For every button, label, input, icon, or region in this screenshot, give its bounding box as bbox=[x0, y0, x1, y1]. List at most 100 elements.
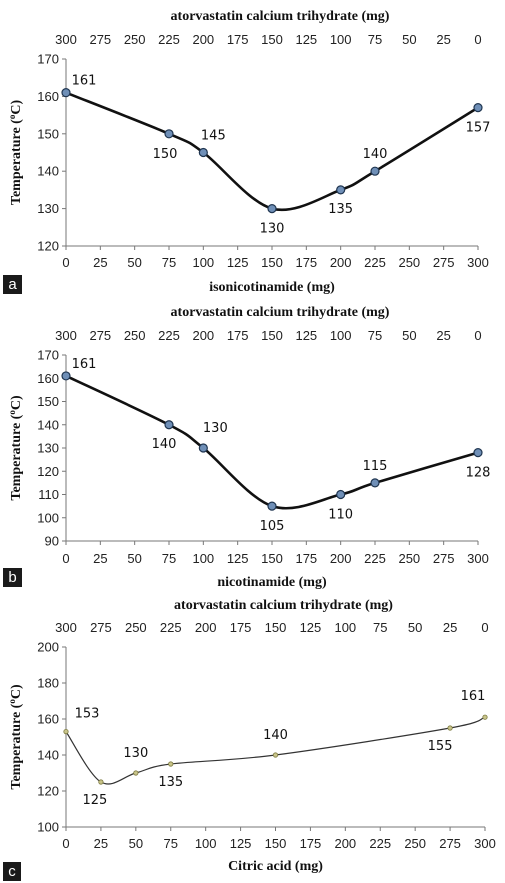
top-axis-tick-label: 250 bbox=[125, 620, 147, 635]
panel-badge-label: c bbox=[8, 863, 16, 880]
x-tick-label: 150 bbox=[261, 551, 283, 566]
x-tick-label: 250 bbox=[404, 836, 426, 851]
data-label: 150 bbox=[153, 147, 178, 162]
x-tick-label: 75 bbox=[164, 836, 178, 851]
x-axis-title: nicotinamide (mg) bbox=[217, 575, 327, 590]
y-axis-title: Temperature (oC) bbox=[7, 395, 24, 501]
x-tick-label: 300 bbox=[474, 836, 496, 851]
top-axis-tick-label: 25 bbox=[436, 32, 450, 47]
x-tick-label: 175 bbox=[295, 255, 317, 270]
x-tick-label: 275 bbox=[433, 255, 455, 270]
x-tick-label: 300 bbox=[467, 551, 489, 566]
y-tick-label: 160 bbox=[37, 371, 59, 386]
top-axis-tick-label: 225 bbox=[160, 620, 182, 635]
data-point bbox=[336, 185, 346, 195]
y-tick-label: 120 bbox=[37, 239, 59, 254]
chart-panel-a: 120 130 140 150 160 170 0 25 50 75 100 125 150 175 200… bbox=[0, 0, 505, 296]
top-axis-tick-label: 100 bbox=[330, 32, 352, 47]
top-axis-tick-label: 50 bbox=[402, 328, 416, 343]
data-label: 155 bbox=[428, 739, 453, 754]
data-label: 161 bbox=[461, 689, 486, 704]
top-axis-title: atorvastatin calcium trihydrate (mg) bbox=[171, 305, 390, 320]
panel-badge bbox=[3, 862, 21, 881]
x-tick-label: 125 bbox=[227, 255, 249, 270]
x-tick-label: 75 bbox=[162, 255, 176, 270]
y-axis-title: Temperature (oC) bbox=[7, 100, 24, 206]
y-tick-label: 160 bbox=[37, 89, 59, 104]
data-point bbox=[61, 88, 71, 98]
y-tick-label: 140 bbox=[37, 164, 59, 179]
data-label: 157 bbox=[466, 121, 491, 136]
x-tick-label: 125 bbox=[230, 836, 252, 851]
y-axis-title: Temperature (oC) bbox=[7, 684, 24, 790]
top-axis-tick-label: 50 bbox=[402, 32, 416, 47]
x-tick-label: 250 bbox=[398, 551, 420, 566]
x-axis-title: Citric acid (mg) bbox=[228, 859, 323, 874]
data-point bbox=[63, 729, 69, 735]
top-axis-tick-label: 275 bbox=[90, 620, 112, 635]
panel-badge bbox=[3, 568, 22, 587]
data-point bbox=[168, 761, 174, 767]
data-point bbox=[267, 501, 277, 511]
top-axis-tick-label: 150 bbox=[261, 328, 283, 343]
x-tick-label: 300 bbox=[467, 255, 489, 270]
data-label: 145 bbox=[201, 129, 226, 144]
data-point bbox=[133, 770, 139, 776]
series-line bbox=[65, 374, 479, 510]
chart-b-svg: 90 100 110 120 130 140 150 160 170 0 25 50 75 100 125 1… bbox=[3, 305, 490, 590]
x-tick-label: 75 bbox=[162, 551, 176, 566]
y-tick-label: 150 bbox=[37, 126, 59, 141]
top-axis-tick-label: 0 bbox=[474, 328, 481, 343]
top-axis-tick-label: 250 bbox=[124, 328, 146, 343]
data-point bbox=[198, 443, 208, 453]
x-tick-label: 225 bbox=[369, 836, 391, 851]
top-axis-tick-label: 275 bbox=[89, 328, 111, 343]
data-point bbox=[198, 147, 208, 158]
x-tick-label: 225 bbox=[364, 255, 386, 270]
top-axis-tick-label: 300 bbox=[55, 620, 77, 635]
data-label: 135 bbox=[328, 202, 353, 217]
top-axis-tick-label: 125 bbox=[300, 620, 322, 635]
x-tick-label: 125 bbox=[227, 551, 249, 566]
top-axis-tick-label: 275 bbox=[89, 32, 111, 47]
y-tick-label: 130 bbox=[37, 201, 59, 216]
y-tick-label: 120 bbox=[37, 464, 59, 479]
top-axis-tick-label: 200 bbox=[192, 328, 214, 343]
x-tick-label: 50 bbox=[127, 551, 141, 566]
data-label: 153 bbox=[75, 707, 100, 722]
chart-panel-b: 90 100 110 120 130 140 150 160 170 0 25 50 75 100 125 1… bbox=[0, 296, 505, 591]
chart-panel-c: 100 120 140 160 180 200 0 25 50 75 100 125 150 175 200… bbox=[0, 591, 505, 883]
data-point bbox=[370, 478, 380, 488]
top-axis-tick-label: 125 bbox=[295, 328, 317, 343]
x-tick-label: 175 bbox=[295, 551, 317, 566]
top-axis-tick-label: 50 bbox=[408, 620, 422, 635]
data-label: 140 bbox=[152, 437, 177, 452]
top-axis-tick-label: 150 bbox=[265, 620, 287, 635]
data-label: 140 bbox=[263, 728, 288, 743]
x-tick-label: 275 bbox=[433, 551, 455, 566]
data-point bbox=[61, 371, 71, 381]
top-axis-tick-label: 200 bbox=[192, 32, 214, 47]
data-point bbox=[336, 489, 346, 500]
panel-badge-label: a bbox=[8, 276, 17, 293]
top-axis-tick-label: 225 bbox=[158, 32, 180, 47]
x-tick-label: 275 bbox=[439, 836, 461, 851]
top-axis-tick-label: 75 bbox=[368, 32, 382, 47]
x-tick-label: 0 bbox=[62, 255, 69, 270]
top-axis-tick-label: 25 bbox=[443, 620, 457, 635]
top-axis-tick-label: 0 bbox=[474, 32, 481, 47]
data-point bbox=[272, 752, 279, 758]
x-tick-label: 100 bbox=[192, 255, 214, 270]
y-tick-label: 140 bbox=[37, 748, 59, 763]
top-axis-tick-label: 75 bbox=[368, 328, 382, 343]
chart-c-svg: 100 120 140 160 180 200 0 25 50 75 100 125 150 175 200… bbox=[3, 598, 496, 881]
top-axis-tick-label: 100 bbox=[330, 328, 352, 343]
top-axis-tick-label: 175 bbox=[230, 620, 252, 635]
x-tick-label: 25 bbox=[93, 551, 107, 566]
data-point bbox=[482, 714, 488, 720]
top-axis-tick-label: 100 bbox=[334, 620, 356, 635]
y-tick-label: 100 bbox=[37, 510, 59, 525]
top-axis-title: atorvastatin calcium trihydrate (mg) bbox=[171, 9, 390, 24]
top-axis-tick-label: 125 bbox=[295, 32, 317, 47]
chart-a-svg: 120 130 140 150 160 170 0 25 50 75 100 125 150 175 200… bbox=[3, 9, 491, 295]
